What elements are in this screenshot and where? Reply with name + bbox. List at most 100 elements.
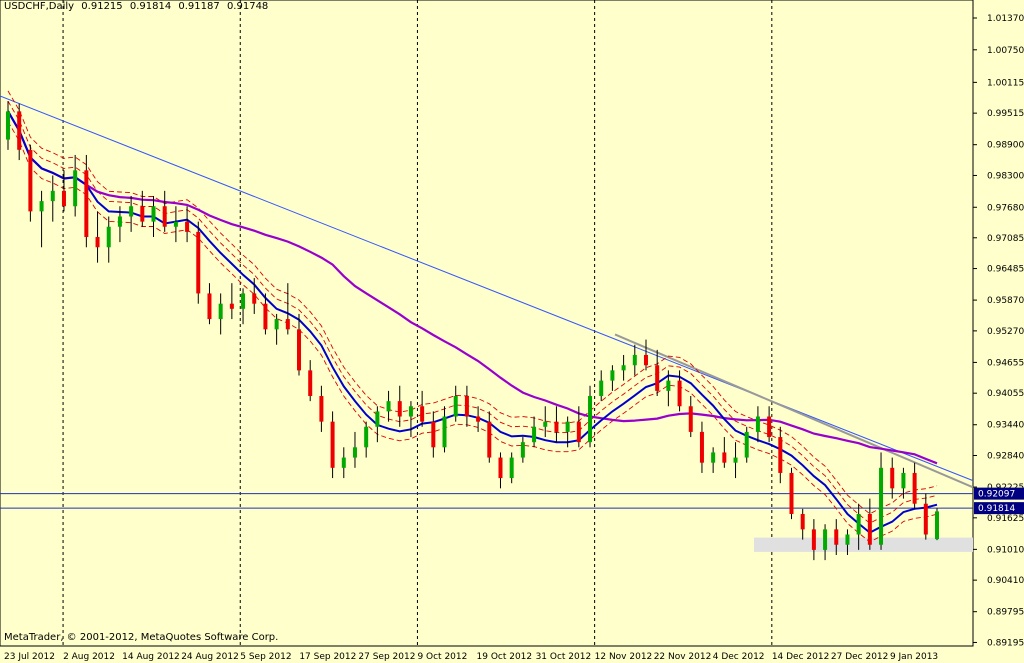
bear-candle [330, 421, 335, 468]
date-tick-label: 5 Sep 2012 [240, 652, 291, 662]
slow-moving-average [7, 110, 938, 465]
price-tick-label: 0.89795 [987, 608, 1024, 618]
price-tick-label: 1.00750 [987, 46, 1024, 56]
price-tick-label: 1.01370 [987, 14, 1024, 24]
period-separators [62, 0, 773, 646]
date-tick-label: 12 Nov 2012 [595, 652, 653, 662]
bull-candle [532, 426, 537, 443]
symbol-label: USDCHF,Daily [4, 1, 75, 12]
price-tick-label: 0.94055 [987, 389, 1024, 399]
price-level-label: 0.91814 [978, 504, 1015, 514]
bear-candle [61, 190, 66, 207]
bull-candle [711, 452, 716, 463]
price-level-label: 0.92097 [978, 490, 1015, 500]
bull-candle [442, 416, 447, 448]
candles [6, 101, 939, 561]
bull-candle [352, 447, 357, 458]
bear-candle [890, 467, 895, 489]
date-tick-label: 14 Dec 2012 [772, 652, 830, 662]
date-axis: 23 Jul 2012 2 Aug 2012 14 Aug 2012 24 Aug 2… [4, 652, 938, 662]
bear-candle [923, 503, 928, 535]
support-zone-rect [754, 537, 973, 552]
date-tick-label: 2 Aug 2012 [63, 652, 115, 662]
price-tick-label: 0.90410 [987, 576, 1024, 586]
bull-candle [879, 467, 884, 545]
bull-candle [509, 457, 514, 479]
bear-candle [554, 421, 559, 432]
price-level-box [974, 502, 1024, 515]
date-tick-label: 17 Sep 2012 [299, 652, 356, 662]
bull-candle [218, 303, 223, 320]
price-tick-label: 0.95270 [987, 327, 1024, 337]
close-value: 0.91748 [226, 1, 269, 12]
bear-candle [252, 293, 257, 304]
bull-candle [408, 406, 413, 417]
price-tick-label: 0.97085 [987, 234, 1024, 244]
bear-candle [867, 513, 872, 545]
horizontal-levels [0, 493, 973, 509]
date-tick-label: 23 Jul 2012 [4, 652, 55, 662]
date-tick-label: 9 Oct 2012 [417, 652, 467, 662]
price-tick-label: 0.91625 [987, 514, 1024, 524]
bull-candle [341, 457, 346, 468]
bear-candle [28, 149, 33, 212]
bull-candle [129, 206, 134, 217]
bear-candle [789, 472, 794, 514]
bear-candle [811, 529, 816, 550]
date-tick-label: 19 Oct 2012 [477, 652, 533, 662]
price-tick-label: 0.96485 [987, 265, 1024, 275]
date-tick-label: 9 Jan 2013 [890, 652, 938, 662]
price-tick-label: 0.99515 [987, 109, 1024, 119]
bull-candle [733, 457, 738, 463]
date-tick-label: 22 Nov 2012 [654, 652, 712, 662]
price-tick-label: 0.89195 [987, 638, 1024, 648]
main-trendline [0, 95, 974, 482]
price-tick-label: 0.94655 [987, 358, 1024, 368]
date-tick-label: 31 Oct 2012 [536, 652, 592, 662]
bear-candle [699, 431, 704, 463]
bear-candle [576, 421, 581, 443]
bull-candle [632, 354, 637, 366]
bear-candle [464, 396, 469, 417]
bear-candle [767, 416, 772, 438]
bear-candle [677, 380, 682, 407]
bull-candle [856, 513, 861, 535]
bear-candle [196, 231, 201, 294]
bear-candle [397, 401, 402, 417]
price-tick-label: 1.00115 [987, 78, 1024, 88]
bear-candle [420, 406, 425, 422]
bear-candle [800, 513, 805, 530]
bear-candle [476, 416, 481, 422]
copyright-text: MetaTrader, © 2001-2012, MetaQuotes Soft… [4, 632, 279, 643]
bear-candle [84, 170, 89, 238]
bull-candle [610, 370, 615, 381]
date-tick-label: 27 Sep 2012 [358, 652, 415, 662]
bull-candle [106, 226, 111, 248]
bull-candle [386, 401, 391, 412]
bear-candle [655, 365, 660, 391]
bear-candle [912, 472, 917, 504]
plot-frame [0, 0, 974, 647]
price-tick-label: 0.97680 [987, 203, 1024, 213]
bear-candle [431, 421, 436, 448]
bull-candle [50, 190, 55, 202]
bull-candle [901, 472, 906, 489]
price-level-box [974, 487, 1024, 500]
open-value: 0.91215 [81, 1, 123, 12]
bull-candle [173, 221, 178, 227]
price-tick-label: 0.93440 [987, 421, 1024, 431]
support-zone [754, 537, 973, 552]
bear-candle [308, 370, 313, 397]
bull-candle [364, 426, 369, 448]
bull-candle [845, 534, 850, 545]
bear-candle [498, 457, 503, 479]
bull-candle [588, 396, 593, 443]
fast-moving-average [7, 110, 938, 534]
bear-candle [229, 303, 234, 309]
envelope-line [7, 111, 938, 534]
price-tick-label: 0.98900 [987, 141, 1024, 151]
moving-averages [7, 90, 938, 543]
bull-candle [935, 511, 939, 540]
price-tick-label: 0.95870 [987, 296, 1024, 306]
